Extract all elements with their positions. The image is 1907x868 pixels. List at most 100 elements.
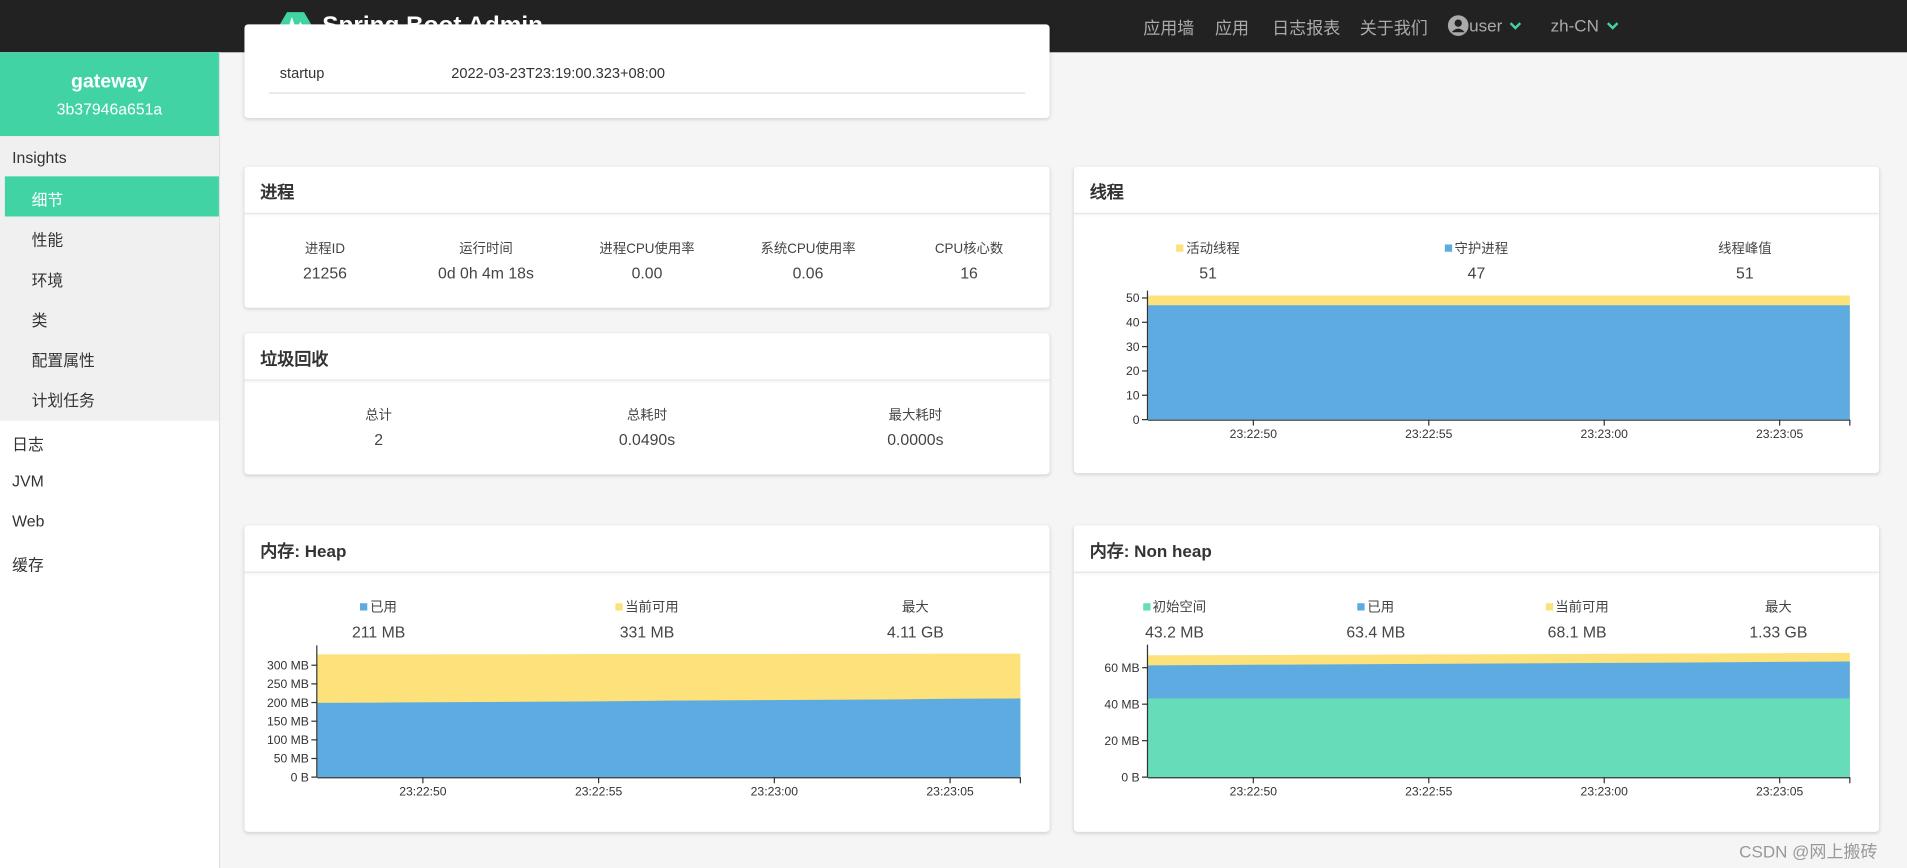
stat-label: 当前可用	[513, 597, 781, 616]
nonheap-card: 内存: Non heap 初始空间 43.2 MB 已用 63.4 MB 当前可用 68.1…	[1073, 525, 1880, 832]
section-title: Insights	[12, 148, 67, 167]
stat-label: CPU核心数	[934, 242, 1004, 257]
stat-label: 最大耗时	[888, 408, 943, 424]
y-tick-label: 60 MB	[1104, 661, 1139, 675]
x-tick-label: 23:23:00	[751, 784, 799, 798]
stat-label: 最大	[1765, 600, 1792, 616]
legend-swatch	[1142, 603, 1151, 611]
stat-label: 当前可用	[1476, 597, 1677, 616]
chart: 0 B 50 MB 100 MB 150 MB 200 MB 250 MB 300 MB 23…	[267, 645, 1021, 798]
stat-label: 活动线程	[1074, 238, 1342, 257]
nav-item[interactable]: 细节	[31, 190, 64, 210]
stat-value: 43.2 MB	[1145, 622, 1204, 641]
chart: 0 10 20 30 40 50 23:22:50 23:22:55 23:23:00 23:23…	[1126, 290, 1851, 441]
info-value: 2022-03-23T23:19:00.323+08:00	[451, 64, 666, 82]
stat-value: 0.0000s	[887, 430, 944, 449]
nav-item[interactable]: 配置属性	[31, 351, 95, 370]
x-tick-label: 23:23:05	[1756, 784, 1804, 798]
stat-label: 总计	[365, 408, 393, 424]
card-divider	[244, 571, 1050, 573]
x-tick-label: 23:23:00	[1581, 784, 1629, 798]
nav-item[interactable]: 计划任务	[31, 391, 95, 410]
nav-item[interactable]: 日志	[12, 435, 44, 454]
stat-value: 21256	[302, 263, 347, 283]
nav-item[interactable]: JVM	[12, 471, 44, 491]
sidebar: gateway 3b37946a651a Insights 细节 性能 环境类配置属性 计划…	[0, 52, 221, 868]
card-divider	[244, 212, 1050, 215]
watermark: CSDN @网上搬砖	[1739, 841, 1878, 862]
user-menu[interactable]: user	[1469, 15, 1503, 36]
x-tick-label: 23:22:50	[1230, 784, 1278, 798]
stat-label: 已用	[244, 597, 512, 616]
x-tick-label: 23:22:50	[399, 784, 447, 798]
stat-label: 守护进程	[1342, 238, 1610, 257]
x-tick-label: 23:22:55	[1405, 427, 1453, 441]
row-divider	[268, 92, 1026, 94]
y-tick-label: 20	[1126, 364, 1140, 378]
card-divider	[1073, 212, 1880, 215]
y-tick-label: 250 MB	[267, 677, 309, 691]
language-menu[interactable]: zh-CN	[1550, 15, 1599, 36]
y-tick-label: 300 MB	[267, 658, 309, 672]
stat-value: 51	[1199, 263, 1217, 283]
chevron	[1606, 22, 1619, 30]
legend-swatch	[1357, 603, 1365, 611]
process-card: 进程 进程ID 21256 运行时间 0d 0h 4m 18s 进程CPU使用率 0.00 系…	[244, 166, 1050, 308]
x-tick-label: 23:22:55	[1405, 784, 1453, 798]
x-tick-label: 23:23:05	[1756, 427, 1804, 441]
y-tick-label: 10	[1126, 389, 1140, 403]
stat-value: 0.00	[631, 263, 663, 283]
legend-swatch	[1545, 603, 1553, 611]
stat-label: 进程ID	[304, 242, 346, 257]
y-tick-label: 0 B	[291, 770, 309, 784]
info-label: startup	[279, 64, 325, 82]
y-tick-label: 100 MB	[267, 733, 309, 747]
x-tick-label: 23:23:00	[1581, 427, 1629, 441]
app-header	[0, 52, 219, 137]
user-icon	[1447, 15, 1469, 36]
x-tick-label: 23:22:50	[1230, 427, 1278, 441]
nav-link[interactable]: 关于我们	[1359, 18, 1428, 38]
nav-link[interactable]: 应用墙	[1143, 18, 1195, 38]
stat-value: 0.0490s	[618, 430, 676, 449]
nav-item[interactable]: 性能	[31, 231, 64, 250]
nav-link[interactable]: 日志报表	[1272, 18, 1341, 38]
x-tick-label: 23:23:05	[926, 784, 974, 798]
nav-item[interactable]: 类	[31, 311, 48, 330]
nav-link[interactable]: 应用	[1214, 18, 1250, 38]
y-tick-label: 200 MB	[267, 696, 309, 710]
area	[1148, 305, 1850, 420]
nav-item[interactable]: 环境	[31, 271, 64, 290]
area	[317, 698, 1021, 778]
heap-card: 内存: Heap 已用 211 MB 当前可用 331 MB 最大 4.11 GB 0 B 50…	[244, 525, 1050, 832]
gc-card: 垃圾回收 总计 2 总耗时 0.0490s 最大耗时 0.0000s	[244, 333, 1050, 475]
stat-label: 运行时间	[459, 242, 513, 257]
active-row	[4, 176, 219, 217]
stat-value: 63.4 MB	[1346, 622, 1406, 641]
nav-item[interactable]: 缓存	[12, 555, 44, 575]
stat-value: 47	[1467, 263, 1486, 283]
y-tick-label: 30	[1126, 340, 1140, 354]
card-divider	[244, 379, 1050, 381]
chevron	[1509, 22, 1522, 30]
stat-value: 16	[960, 263, 978, 283]
y-tick-label: 50 MB	[274, 752, 309, 766]
y-tick-label: 50	[1126, 291, 1140, 305]
user-icon-body	[1451, 28, 1465, 33]
stat-label: 最大	[902, 600, 929, 616]
y-tick-label: 40 MB	[1104, 697, 1139, 711]
chevron-line	[1606, 22, 1619, 30]
y-tick-label: 20 MB	[1104, 734, 1139, 748]
area	[1148, 698, 1850, 778]
stat-value: 331 MB	[619, 622, 675, 641]
stat-value: 0d 0h 4m 18s	[438, 263, 534, 283]
user-icon-head	[1454, 19, 1462, 27]
stat-label: 初始空间	[1074, 597, 1275, 616]
stat-label: 总耗时	[626, 408, 668, 424]
stat-value: 4.11 GB	[886, 622, 944, 641]
stat-label: 已用	[1275, 597, 1476, 616]
nav-item[interactable]: Web	[12, 512, 45, 531]
card-title: 内存: Heap	[260, 541, 347, 561]
app-name: gateway	[71, 71, 148, 93]
